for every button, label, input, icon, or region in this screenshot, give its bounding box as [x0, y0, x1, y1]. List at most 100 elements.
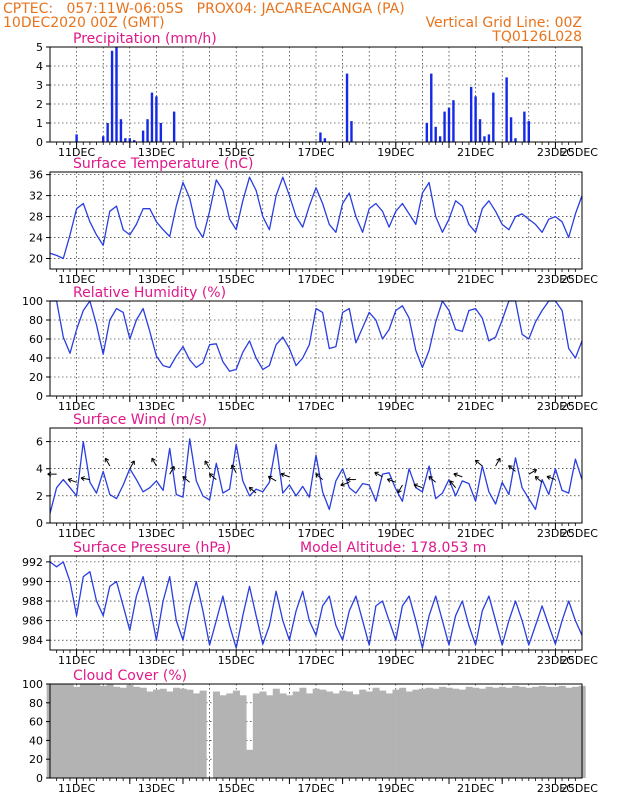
x-tick-label: 19DEC — [377, 527, 414, 540]
wind-arrow-head — [346, 477, 351, 483]
precip-bar — [172, 111, 176, 142]
x-tick-label: 19DEC — [377, 400, 414, 413]
wind-arrow-shaft — [67, 478, 77, 483]
x-tick-label: 23DEC — [537, 527, 574, 540]
y-tick-label: 986 — [22, 615, 43, 628]
y-tick-label: 1 — [36, 117, 43, 130]
wind-arrow-head — [532, 469, 538, 474]
x-tick-label: 23DEC — [537, 654, 574, 667]
wind-arrow-shaft — [169, 466, 175, 475]
series-line — [50, 300, 583, 372]
cloud-cover-bar — [86, 684, 94, 778]
y-tick-label: 80 — [29, 314, 43, 327]
wind-arrow-shaft — [315, 473, 323, 480]
wind-arrow — [386, 477, 396, 483]
x-tick-label: 21DEC — [457, 146, 494, 159]
cloud-cover-bar — [525, 687, 533, 778]
cloud-cover-bar — [412, 689, 420, 778]
panel-subtitle: Model Altitude: 178.053 m — [300, 540, 486, 556]
x-tick-label: 15DEC — [218, 400, 255, 413]
cloud-cover-bar — [565, 687, 573, 778]
wind-arrow — [182, 476, 190, 483]
cloud-cover-bar — [106, 684, 114, 778]
cloud-cover-bar — [272, 688, 280, 778]
wind-arrow-head — [496, 457, 501, 463]
wind-arrow-shaft — [209, 473, 217, 480]
precip-bar — [124, 138, 127, 142]
x-tick-label: 17DEC — [297, 654, 334, 667]
wind-arrow — [374, 471, 383, 478]
wind-arrow — [397, 484, 403, 494]
x-tick-label: 21DEC — [457, 782, 494, 795]
panel-5 — [46, 683, 586, 784]
y-tick-label: 100 — [22, 678, 43, 691]
precip-bar — [478, 119, 482, 142]
wind-arrow-shaft — [546, 476, 556, 481]
cloud-cover-bar — [498, 686, 506, 778]
x-tick-label: 17DEC — [297, 782, 334, 795]
precip-bar — [115, 47, 118, 142]
cloud-cover-bar — [399, 687, 407, 778]
cloud-cover-bar — [392, 689, 400, 778]
cloud-cover-bar — [66, 684, 74, 778]
cloud-cover-bar — [385, 693, 393, 778]
y-tick-label: 0 — [36, 390, 43, 403]
panel-3 — [46, 427, 583, 529]
wind-arrow — [169, 465, 175, 475]
precip-bar — [469, 86, 473, 142]
wind-arrow-head — [104, 457, 110, 463]
wind-arrow-head — [267, 475, 273, 481]
panel-title: Surface Temperature (nC) — [73, 156, 254, 172]
cloud-cover-bar — [192, 693, 201, 778]
wind-arrow — [453, 472, 463, 478]
wind-arrow-head — [340, 481, 345, 487]
precip-bar — [443, 111, 446, 142]
precip-bar — [474, 96, 477, 142]
cloud-cover-bar — [246, 749, 254, 778]
x-tick-label: 17DEC — [297, 273, 334, 286]
precip-bar — [110, 50, 114, 142]
wind-arrow — [546, 475, 556, 481]
y-tick-label: 992 — [22, 556, 43, 569]
x-tick-label: 23DEC — [537, 782, 574, 795]
wind-arrow-head — [386, 477, 392, 483]
wind-arrow — [248, 486, 257, 494]
y-tick-label: 988 — [22, 595, 43, 608]
precip-bar — [319, 132, 322, 142]
y-tick-label: 0 — [36, 517, 43, 530]
cloud-cover-bar — [252, 693, 260, 778]
wind-arrow-head — [534, 476, 540, 481]
precip-bar — [438, 136, 442, 142]
cloud-cover-bar — [219, 695, 227, 778]
panel-4 — [46, 555, 583, 656]
x-tick-label: 11DEC — [58, 782, 95, 795]
x-tick-label: 25DEC — [561, 654, 598, 667]
x-tick-label: 19DEC — [377, 273, 414, 286]
wind-arrow-head — [208, 473, 214, 478]
x-tick-label: 17DEC — [297, 400, 334, 413]
cloud-cover-bar — [538, 685, 546, 778]
panel-title: Relative Humidity (%) — [73, 285, 226, 301]
wind-arrow-head — [80, 476, 85, 482]
y-tick-label: 40 — [29, 352, 43, 365]
x-tick-label: 13DEC — [138, 400, 175, 413]
x-tick-label: 13DEC — [138, 654, 175, 667]
wind-arrow-shaft — [397, 484, 403, 494]
y-tick-label: 2 — [36, 490, 43, 503]
cloud-cover-bar — [325, 691, 334, 778]
wind-arrow — [67, 477, 77, 483]
y-tick-label: 36 — [29, 169, 43, 182]
wind-arrow — [267, 475, 277, 482]
wind-arrow-shaft — [475, 459, 483, 467]
wind-arrow-head — [315, 473, 320, 478]
x-tick-label: 19DEC — [377, 146, 414, 159]
y-tick-label: 100 — [22, 295, 43, 308]
header-grid-note: Vertical Grid Line: 00Z — [425, 15, 582, 31]
x-tick-label: 25DEC — [561, 400, 598, 413]
cloud-cover-bar — [266, 695, 274, 778]
wind-arrow-head — [280, 472, 285, 478]
x-tick-label: 15DEC — [218, 527, 255, 540]
precip-bar — [514, 138, 517, 142]
y-tick-label: 32 — [29, 190, 43, 203]
y-tick-label: 40 — [29, 734, 43, 747]
